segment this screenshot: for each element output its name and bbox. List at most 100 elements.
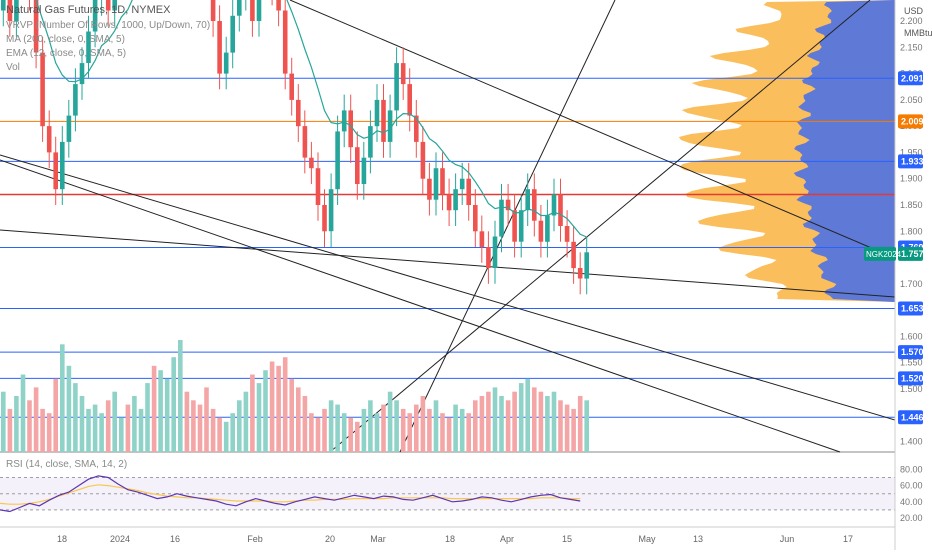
ema-line: [35, 0, 587, 238]
volume-bar: [473, 400, 478, 452]
candle-body: [223, 52, 229, 74]
symbol-text: NGK2024: [866, 250, 902, 259]
volume-bar: [505, 400, 511, 452]
price-label-tag: [898, 71, 923, 86]
candle-body: [217, 21, 222, 74]
axis-tick-label: 1.400: [900, 437, 923, 447]
legend-ema[interactable]: EMA (12, close, 0, SMA, 5): [6, 48, 127, 59]
volume-bar: [178, 340, 183, 452]
candle-body: [368, 126, 373, 158]
ema-series: [35, 0, 587, 238]
volume-bar: [466, 413, 471, 452]
candle-body: [309, 157, 314, 169]
candle-body: [564, 226, 570, 242]
volume-bar: [151, 365, 157, 452]
volume-bar: [492, 387, 498, 452]
price-label-text: 2.009: [901, 116, 924, 126]
candle-body: [335, 131, 340, 190]
candle-body: [433, 168, 439, 200]
price-label-tag: [898, 301, 923, 316]
trend-lines: [0, 0, 896, 453]
candle-body: [46, 126, 52, 153]
candle-body: [473, 205, 478, 232]
axis-tick-label: 1.500: [900, 384, 923, 394]
candle-body: [348, 110, 353, 148]
volume-bar: [407, 413, 412, 452]
axis-tick-label: 1.850: [900, 200, 923, 210]
price-labels: 1.6531.5701.5201.4462.0912.0091.9331.769…: [864, 71, 924, 425]
price-label-tag: [898, 114, 923, 129]
volume-bar: [14, 396, 19, 452]
volume-bar: [125, 404, 131, 452]
date-tick-label: 20: [325, 534, 335, 544]
volume-profile: [678, 0, 895, 302]
volume-bar: [1, 391, 6, 452]
volume-bar: [459, 408, 465, 452]
volume-bar: [479, 396, 485, 452]
volume-bar: [328, 400, 334, 452]
candle-body: [14, 0, 19, 21]
price-label-text: 1.520: [901, 373, 924, 383]
volume-bar: [53, 378, 58, 452]
volume-bar: [66, 365, 72, 452]
candle-body: [105, 0, 111, 11]
candle-body: [33, 0, 39, 53]
legend-rsi[interactable]: RSI (14, close, SMA, 14, 2): [6, 459, 128, 470]
candle-body: [446, 194, 452, 211]
candle-body: [289, 73, 294, 100]
legend-vol[interactable]: Vol: [6, 62, 20, 73]
candle-body: [532, 189, 537, 221]
trend-line-1: [0, 229, 896, 298]
volume-bar: [309, 413, 314, 452]
volume-bar: [361, 408, 367, 452]
volume-bar: [381, 404, 386, 452]
price-label-text: 1.933: [901, 156, 924, 166]
axis-tick-label: 1.950: [900, 147, 923, 157]
date-axis: 18 2024 16 Feb 20 Mar 18 Apr 15 May 13 Jun 17: [0, 526, 895, 544]
candle-body: [407, 84, 412, 116]
axis-currency: USD: [904, 6, 924, 16]
rsi-tick-label: 40.00: [900, 497, 923, 507]
volume-bar: [486, 391, 491, 452]
volume-bar: [420, 396, 426, 452]
candle-body: [499, 199, 504, 237]
volume-profile-up: [793, 0, 895, 302]
axis-tick-label: 2.150: [900, 42, 923, 52]
candle-body: [328, 189, 334, 232]
symbol-tag: [864, 246, 896, 261]
legend-vrvp[interactable]: VRVP (Number Of Rows, 1000, Up/Down, 70): [6, 20, 211, 31]
volume-bar: [302, 396, 308, 452]
date-tick-label: Mar: [370, 534, 386, 544]
candle-body: [387, 110, 393, 142]
legend-title[interactable]: Natural Gas Futures, 1D, NYMEX: [6, 4, 171, 16]
candle-body: [394, 63, 399, 111]
volume-bar: [223, 421, 229, 452]
volume-bar: [355, 421, 360, 452]
candle-body: [486, 247, 491, 268]
volume-bar: [217, 417, 222, 452]
candle-body: [466, 178, 471, 205]
volume-bar: [250, 374, 255, 452]
volume-bar: [132, 396, 137, 452]
candle-body: [237, 0, 242, 16]
candle-body: [571, 241, 576, 269]
legend-ma[interactable]: MA (200, close, 0, SMA, 5): [6, 34, 125, 45]
volume-bar: [237, 400, 242, 452]
candle-body: [282, 10, 288, 74]
date-tick-label: 2024: [110, 534, 130, 544]
candle-body: [577, 268, 583, 279]
candle-body: [322, 205, 327, 232]
date-tick-label: 17: [843, 534, 853, 544]
volume-bar: [341, 413, 347, 452]
volume-bar: [518, 383, 524, 452]
price-label-text: 1.446: [901, 412, 924, 422]
candles: [1, 0, 589, 295]
volume-bar: [243, 391, 249, 452]
axis-tick-label: 1.600: [900, 331, 923, 341]
volume-bar: [33, 387, 39, 452]
volume-bar: [27, 400, 32, 452]
axis-unit: MMBtu: [904, 28, 932, 38]
volume-bar: [256, 383, 262, 452]
candle-body: [60, 141, 65, 190]
